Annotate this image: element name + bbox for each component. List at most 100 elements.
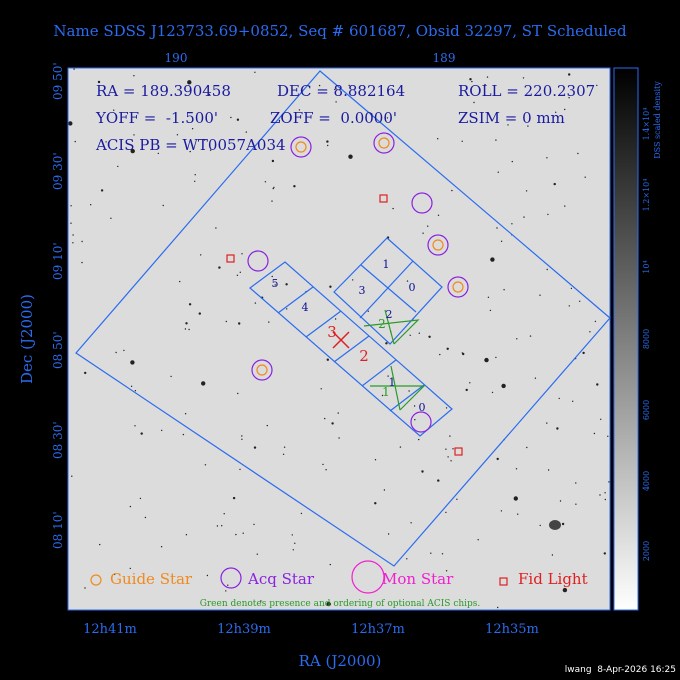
star-dot	[144, 516, 147, 519]
footer-stamp: lwang 8-Apr-2026 16:25	[565, 665, 676, 675]
bottom-tick-label: 12h35m	[485, 622, 539, 637]
star-dot	[551, 554, 554, 556]
star-dot	[503, 289, 505, 291]
star-dot	[204, 464, 207, 466]
star-dot	[547, 469, 550, 471]
star-dot	[324, 417, 326, 420]
star-dot	[406, 558, 408, 560]
info-zoff: ZOFF = 0.0000'	[270, 109, 397, 127]
star-dot	[497, 606, 499, 609]
bottom-tick-label: 12h39m	[217, 622, 271, 637]
star-dot	[461, 140, 463, 142]
star-dot	[408, 390, 410, 392]
star-dot	[427, 225, 429, 227]
chip-label-s0: 0	[419, 401, 426, 414]
left-tick-label: 09 30'	[51, 152, 65, 190]
star-dot	[387, 375, 389, 377]
star-dot	[564, 108, 566, 111]
colorbar-tick-label: 2000	[642, 541, 651, 561]
star-dot	[72, 234, 74, 236]
star-dot	[406, 280, 409, 282]
star-dot	[253, 523, 255, 526]
star-dot	[445, 511, 447, 514]
star-dot	[392, 207, 394, 210]
star-dot	[223, 513, 225, 515]
star-dot	[160, 546, 163, 548]
star-dot	[562, 587, 568, 593]
chip-label-s3: 3	[327, 323, 337, 341]
star-dot	[176, 134, 179, 136]
acq-star-marker	[373, 132, 395, 154]
field-of-view-outline	[75, 70, 611, 567]
bottom-tick-label: 12h37m	[351, 622, 405, 637]
star-dot	[603, 552, 606, 555]
star-dot	[99, 543, 101, 546]
star-dot	[577, 152, 579, 155]
legend-note: Green denotes presence and ordering of o…	[200, 599, 481, 609]
star-dot	[271, 200, 273, 202]
star-dot	[437, 138, 439, 140]
star-dot	[185, 322, 188, 325]
star-dot	[100, 189, 104, 192]
star-dot	[522, 77, 525, 79]
acq-star-marker	[247, 250, 269, 272]
info-ra: RA = 189.390458	[96, 82, 231, 100]
plot-frame	[67, 67, 611, 611]
star-dot	[337, 412, 339, 414]
star-dot	[278, 119, 281, 122]
left-tick-label: 09 50'	[51, 62, 65, 100]
star-dot	[123, 349, 125, 352]
star-dot	[477, 539, 479, 541]
star-dot	[260, 600, 262, 602]
star-dot	[221, 525, 223, 527]
star-dot	[399, 446, 402, 448]
star-dot	[338, 437, 340, 439]
star-dot	[593, 432, 596, 435]
star-dot	[238, 322, 241, 325]
star-dot	[194, 180, 196, 182]
mon-star-legend-icon	[351, 560, 385, 594]
x-axis-label: RA (J2000)	[299, 652, 382, 670]
star-dot	[335, 101, 337, 103]
galaxy-blob	[549, 520, 561, 530]
star-dot	[84, 371, 87, 375]
star-dot	[241, 253, 243, 255]
star-dot	[134, 390, 137, 392]
star-dot	[546, 157, 548, 159]
top-tick-label: 190	[165, 51, 188, 65]
observation-info: RA = 189.390458 DEC = 8.882164 ROLL = 22…	[95, 82, 595, 154]
star-dot	[273, 186, 275, 189]
star-dot	[410, 522, 412, 524]
star-dot	[215, 227, 217, 229]
star-dot	[191, 128, 194, 130]
star-dot	[113, 109, 115, 111]
info-yoff: YOFF = -1.500'	[95, 109, 218, 127]
star-dot	[367, 310, 369, 312]
star-dot	[517, 513, 519, 515]
star-dot	[449, 435, 451, 437]
acis-s-array-outline	[249, 261, 453, 437]
star-dot	[516, 338, 518, 340]
star-dot	[81, 261, 83, 264]
star-dot	[334, 88, 336, 91]
star-dot	[409, 334, 411, 336]
star-dot	[500, 510, 503, 512]
star-dot	[185, 534, 188, 536]
star-dot	[188, 328, 190, 331]
star-dot	[451, 189, 453, 192]
star-dot	[490, 257, 495, 262]
target-aimpoint-marker	[332, 331, 350, 349]
fid-lights	[226, 194, 463, 456]
star-dot	[286, 308, 288, 310]
star-dot	[74, 140, 76, 143]
star-dot	[430, 552, 432, 554]
left-tick-label: 09 10'	[51, 242, 65, 280]
star-dot	[105, 141, 107, 143]
star-dot	[445, 570, 448, 572]
info-acis-pb: ACIS PB = WT0057A034	[95, 136, 286, 154]
colorbar-tick-label: 4000	[642, 471, 651, 491]
star-dot	[201, 381, 206, 386]
star-dot	[326, 358, 329, 361]
star-dot	[589, 331, 591, 333]
star-dot	[515, 468, 518, 470]
